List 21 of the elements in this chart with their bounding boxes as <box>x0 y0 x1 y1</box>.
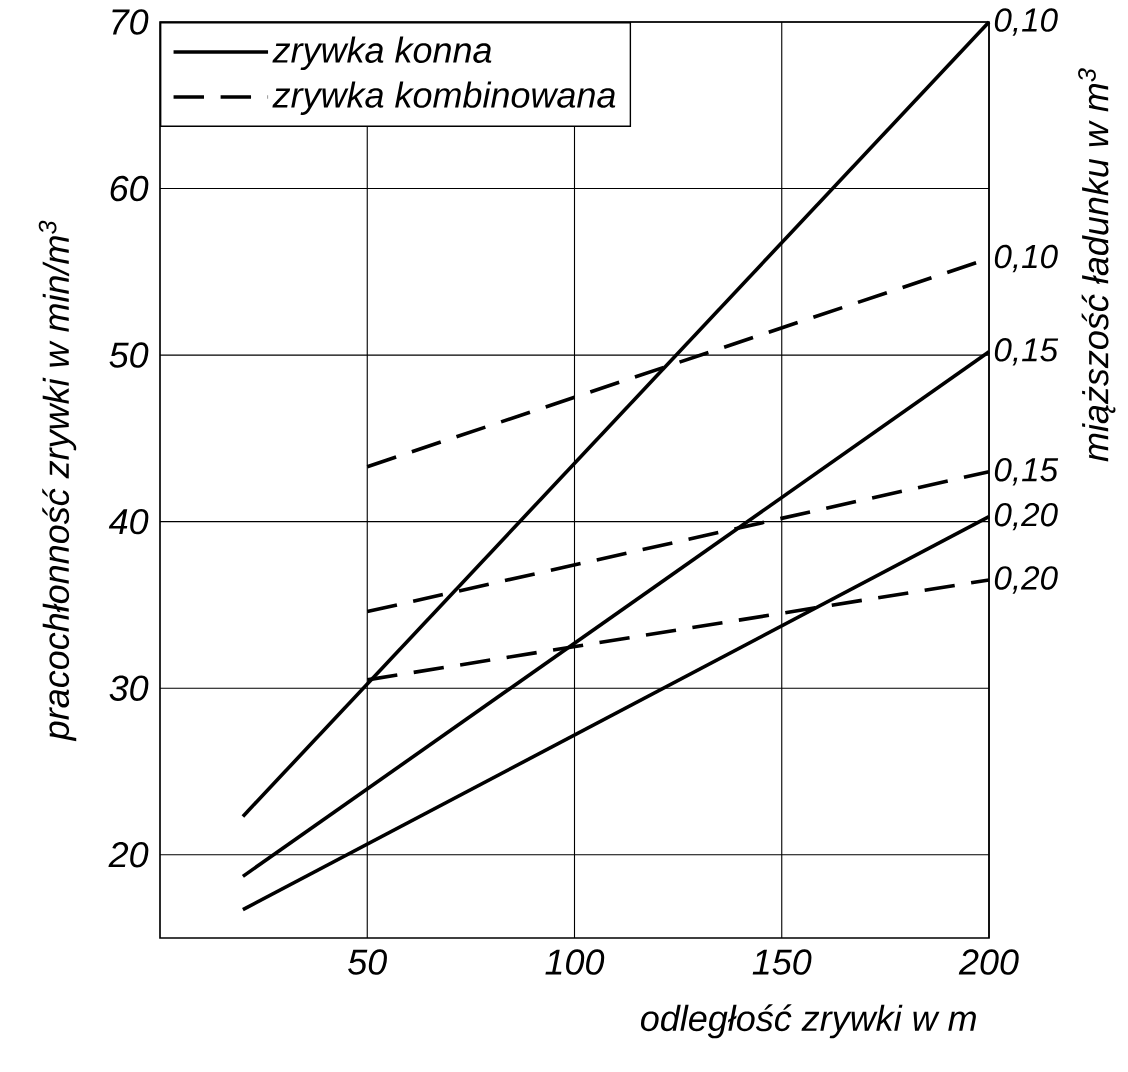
text: 0,15 <box>994 457 1059 486</box>
y-tick-label: 20 <box>108 841 149 868</box>
text: 0,15 <box>994 338 1059 366</box>
x-tick-label: 50 <box>348 949 387 975</box>
y-tick-label: 50 <box>109 342 149 368</box>
x-tick-label: 150 <box>752 949 812 975</box>
x-tick-label: 100 <box>545 949 605 975</box>
y-tick-label: 70 <box>112 9 149 35</box>
y-tick-label: 40 <box>108 508 149 535</box>
y-axis-title: pracochłonność zrywki w min/m$^{3}$ <box>38 220 77 742</box>
x-axis-title: odległość zrywki w m <box>640 1004 976 1039</box>
text: 0,10 <box>994 244 1058 273</box>
y-tick-label: 60 <box>110 175 149 202</box>
legend-label: zrywka kombinowana <box>272 81 616 115</box>
text: 0,20 <box>994 502 1058 531</box>
y2-axis-title: miąższość ładunku w m$^{3}$ <box>1078 68 1116 462</box>
x-tick-label: 200 <box>958 949 1019 975</box>
y-tick-label: 30 <box>109 675 149 701</box>
text: 0,20 <box>994 566 1058 594</box>
legend-label: zrywka konna <box>272 36 492 71</box>
text: 0,10 <box>994 8 1058 36</box>
